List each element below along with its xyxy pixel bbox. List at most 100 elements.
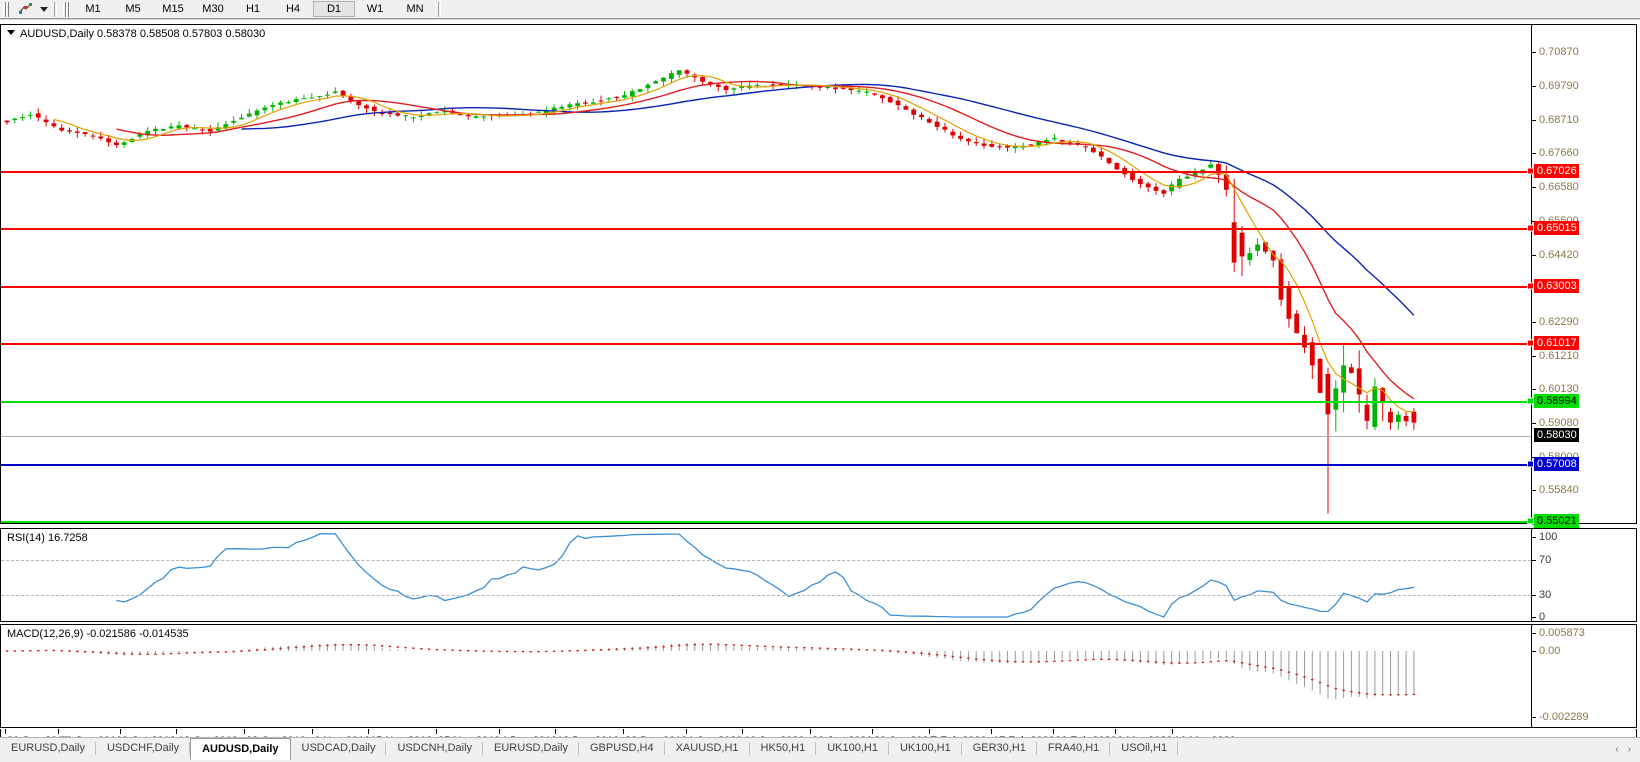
- rsi-tick-label: 100: [1539, 531, 1558, 543]
- tab-next-icon[interactable]: ›: [1627, 743, 1631, 755]
- timeframe-mn[interactable]: MN: [406, 3, 424, 15]
- price-level-handle[interactable]: [1527, 224, 1534, 232]
- collapse-triangle-icon[interactable]: [7, 30, 15, 35]
- level-line-058994[interactable]: [1, 401, 1531, 403]
- chart-tab-uk100-h1[interactable]: UK100,H1: [816, 738, 889, 759]
- price-level-handle[interactable]: [1527, 397, 1534, 405]
- chart-tab-gbpusd-h4[interactable]: GBPUSD,H4: [579, 738, 665, 759]
- chart-tab-hk50-h1[interactable]: HK50,H1: [750, 738, 817, 759]
- macd-pane[interactable]: MACD(12,26,9) -0.021586 -0.014535 0.0058…: [0, 624, 1637, 728]
- level-line-063003[interactable]: [1, 286, 1531, 288]
- level-line-057008[interactable]: [1, 464, 1531, 466]
- date-tick: [1115, 729, 1116, 734]
- date-tick: [312, 729, 313, 734]
- chart-tab-ger30-h1[interactable]: GER30,H1: [962, 738, 1038, 759]
- toolbar-grip[interactable]: [2, 1, 9, 17]
- chart-tab-eurusd-daily[interactable]: EURUSD,Daily: [483, 738, 579, 759]
- price-level-handle[interactable]: [1527, 460, 1534, 468]
- price-level-label-063003[interactable]: 0.63003: [1534, 279, 1579, 293]
- date-tick: [929, 729, 930, 734]
- price-pane[interactable]: AUDUSD,Daily 0.58378 0.58508 0.57803 0.5…: [0, 24, 1637, 530]
- chart-tab-xauusd-h1[interactable]: XAUUSD,H1: [665, 738, 750, 759]
- price-tick-label: 0.66580: [1539, 181, 1579, 193]
- price-tick: [1532, 52, 1536, 53]
- level-line-067026[interactable]: [1, 171, 1531, 173]
- chart-window[interactable]: AUDUSD,Daily 0.58378 0.58508 0.57803 0.5…: [0, 19, 1640, 749]
- price-level-handle[interactable]: [1527, 167, 1534, 175]
- date-tick: [368, 729, 369, 734]
- level-line-055021[interactable]: [1, 521, 1531, 523]
- level-line-061017[interactable]: [1, 343, 1531, 345]
- timeframe-m5[interactable]: M5: [125, 3, 141, 15]
- price-level-handle[interactable]: [1527, 517, 1534, 525]
- date-tick: [742, 729, 743, 734]
- macd-axis[interactable]: 0.005873 0.00 -0.002289: [1531, 625, 1636, 727]
- rsi-axis[interactable]: 100 70 30 0: [1531, 529, 1636, 623]
- price-pane-header: AUDUSD,Daily 0.58378 0.58508 0.57803 0.5…: [7, 28, 265, 40]
- price-tick: [1532, 322, 1536, 323]
- date-tick: [176, 729, 177, 734]
- chart-tab-usdcnh-daily[interactable]: USDCNH,Daily: [386, 738, 483, 759]
- price-tick-label: 0.67660: [1539, 147, 1579, 159]
- price-level-label-065015[interactable]: 0.65015: [1534, 221, 1579, 235]
- price-tick-label: 0.59080: [1539, 417, 1579, 429]
- date-tick: [623, 729, 624, 734]
- date-tick: [991, 729, 992, 734]
- macd-series: [5, 642, 1416, 700]
- date-tick: [120, 729, 121, 734]
- price-level-label-057008[interactable]: 0.57008: [1534, 457, 1579, 471]
- price-axis[interactable]: 0.708700.697900.687100.676600.665800.655…: [1527, 25, 1636, 530]
- rsi-pane[interactable]: RSI(14) 16.7258 100 70 30 0: [0, 528, 1637, 623]
- rsi-tick-label: 70: [1539, 554, 1552, 566]
- level-line-065015[interactable]: [1, 228, 1531, 230]
- macd-tick-label: -0.002289: [1539, 711, 1589, 723]
- price-tick-label: 0.69790: [1539, 80, 1579, 92]
- timeframe-h1[interactable]: H1: [245, 3, 261, 15]
- chart-tools-icon[interactable]: [15, 1, 37, 17]
- chart-tab-eurusd-daily[interactable]: EURUSD,Daily: [0, 738, 96, 759]
- date-tick: [686, 729, 687, 734]
- price-level-label-058994[interactable]: 0.58994: [1534, 394, 1579, 408]
- rsi-plot-area[interactable]: [1, 529, 1531, 621]
- price-tick: [1532, 389, 1536, 390]
- timeframe-d1[interactable]: D1: [313, 1, 355, 17]
- date-tick: [810, 729, 811, 734]
- timeframe-group: M1 M5 M15 M30 H1 H4 D1 W1 MN: [73, 1, 435, 18]
- timeframe-m15[interactable]: M15: [162, 3, 184, 15]
- price-level-label-067026[interactable]: 0.67026: [1534, 164, 1579, 178]
- timeframe-m30[interactable]: M30: [202, 3, 224, 15]
- price-tick: [1532, 490, 1536, 491]
- price-level-label-055021[interactable]: 0.55021: [1534, 514, 1579, 528]
- chart-tab-usdchf-daily[interactable]: USDCHF,Daily: [96, 738, 191, 759]
- rsi-level-70: [1, 560, 1531, 561]
- date-tick: [436, 729, 437, 734]
- price-level-handle[interactable]: [1527, 339, 1534, 347]
- chart-tab-usdcad-daily[interactable]: USDCAD,Daily: [291, 738, 387, 759]
- chart-tab-bar[interactable]: EURUSD,Daily USDCHF,Daily AUDUSD,Daily USDC…: [0, 737, 1640, 762]
- tab-prev-icon[interactable]: ‹: [1615, 743, 1619, 755]
- chart-tab-audusd-daily[interactable]: AUDUSD,Daily: [190, 738, 291, 760]
- price-level-handle[interactable]: [1527, 282, 1534, 290]
- date-tick: [872, 729, 873, 734]
- chart-tab-uk100-h1[interactable]: UK100,H1: [889, 738, 962, 759]
- timeframe-w1[interactable]: W1: [366, 3, 384, 15]
- chart-tab-usoil-h1[interactable]: USOil,H1: [1110, 738, 1178, 759]
- price-plot-area[interactable]: [1, 25, 1531, 523]
- timeframe-m1[interactable]: M1: [85, 3, 101, 15]
- date-tick: [244, 729, 245, 734]
- chart-tab-fra40-h1[interactable]: FRA40,H1: [1037, 738, 1111, 759]
- price-tick: [1532, 356, 1536, 357]
- price-level-label-058030[interactable]: 0.58030: [1534, 428, 1579, 442]
- macd-plot-area[interactable]: [1, 625, 1531, 727]
- timeframe-grip[interactable]: [62, 1, 69, 17]
- date-tick: [555, 729, 556, 734]
- macd-tick-label: 0.00: [1539, 645, 1561, 657]
- tab-nav: ‹ ›: [1615, 738, 1640, 760]
- toolbar-divider-2: [438, 1, 441, 17]
- toolbar-divider: [54, 1, 57, 17]
- price-tick-label: 0.55840: [1539, 484, 1579, 496]
- timeframe-h4[interactable]: H4: [285, 3, 301, 15]
- toolbar-dropdown-caret-icon[interactable]: [37, 1, 51, 17]
- macd-tick: [1532, 651, 1536, 652]
- price-level-label-061017[interactable]: 0.61017: [1534, 336, 1579, 350]
